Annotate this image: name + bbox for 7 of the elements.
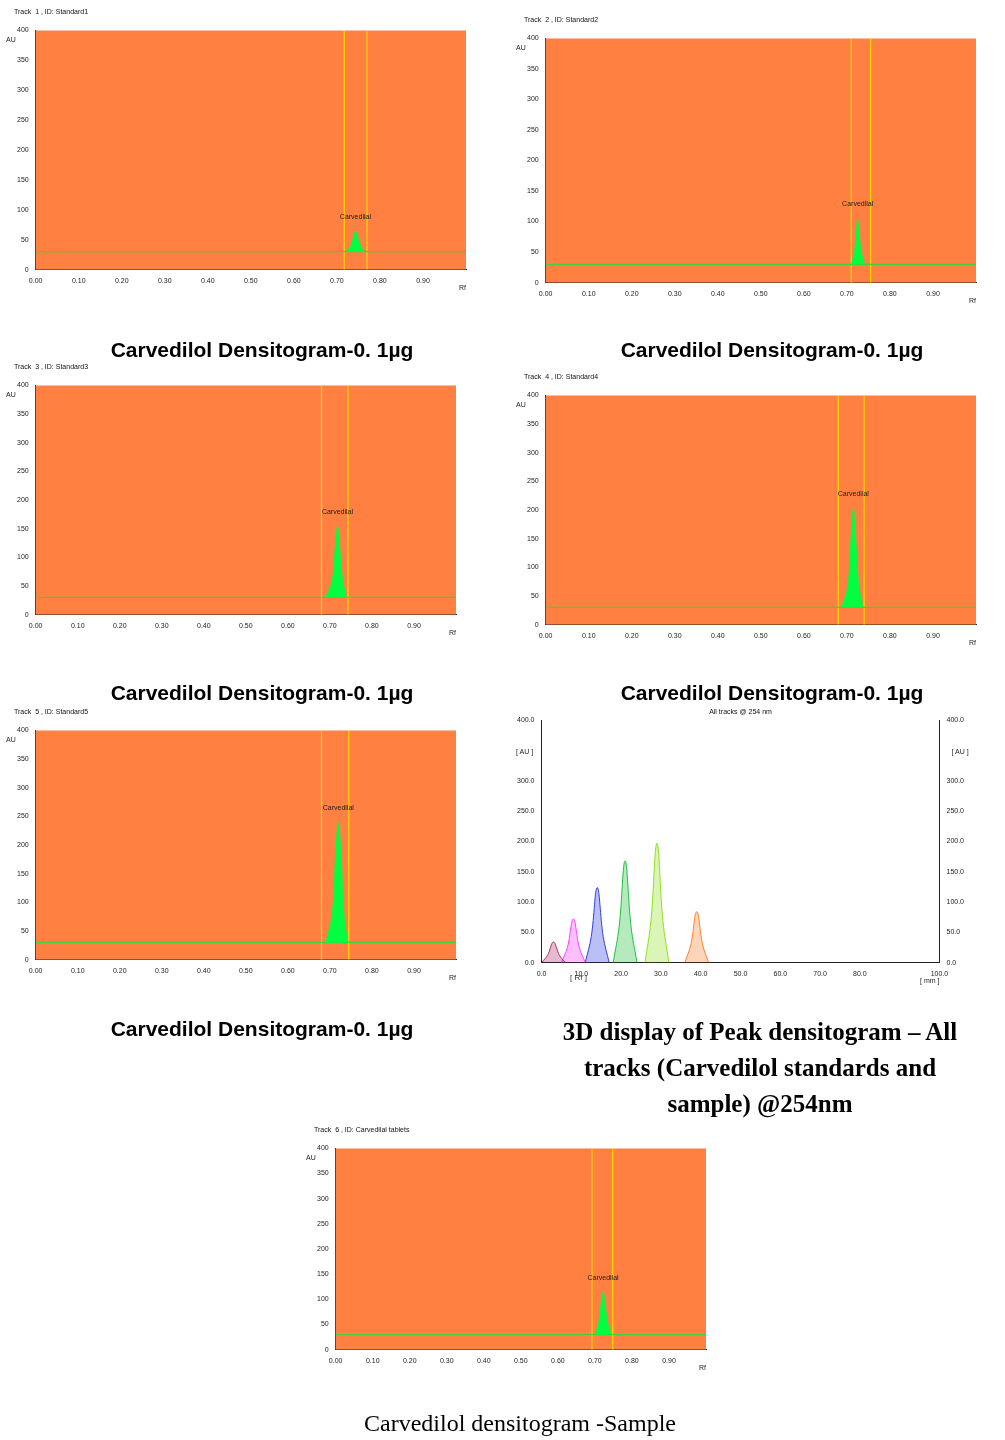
text: Carvedilol Densitogram-0. 1µg [109, 681, 415, 705]
text: Carvedilol Densitogram-0. 1µg [619, 681, 925, 705]
text: Carvedilol Densitogram-0. 1µg [109, 338, 415, 362]
text: 3D display of Peak densitogram – All tracks (Carvedilol standards and sample) @254nm [561, 1017, 959, 1120]
text: Carvedilol densitogram -Sample [363, 1410, 677, 1437]
text: Carvedilol Densitogram-0. 1µg [619, 338, 925, 362]
text: Carvedilol Densitogram-0. 1µg [109, 1017, 415, 1041]
